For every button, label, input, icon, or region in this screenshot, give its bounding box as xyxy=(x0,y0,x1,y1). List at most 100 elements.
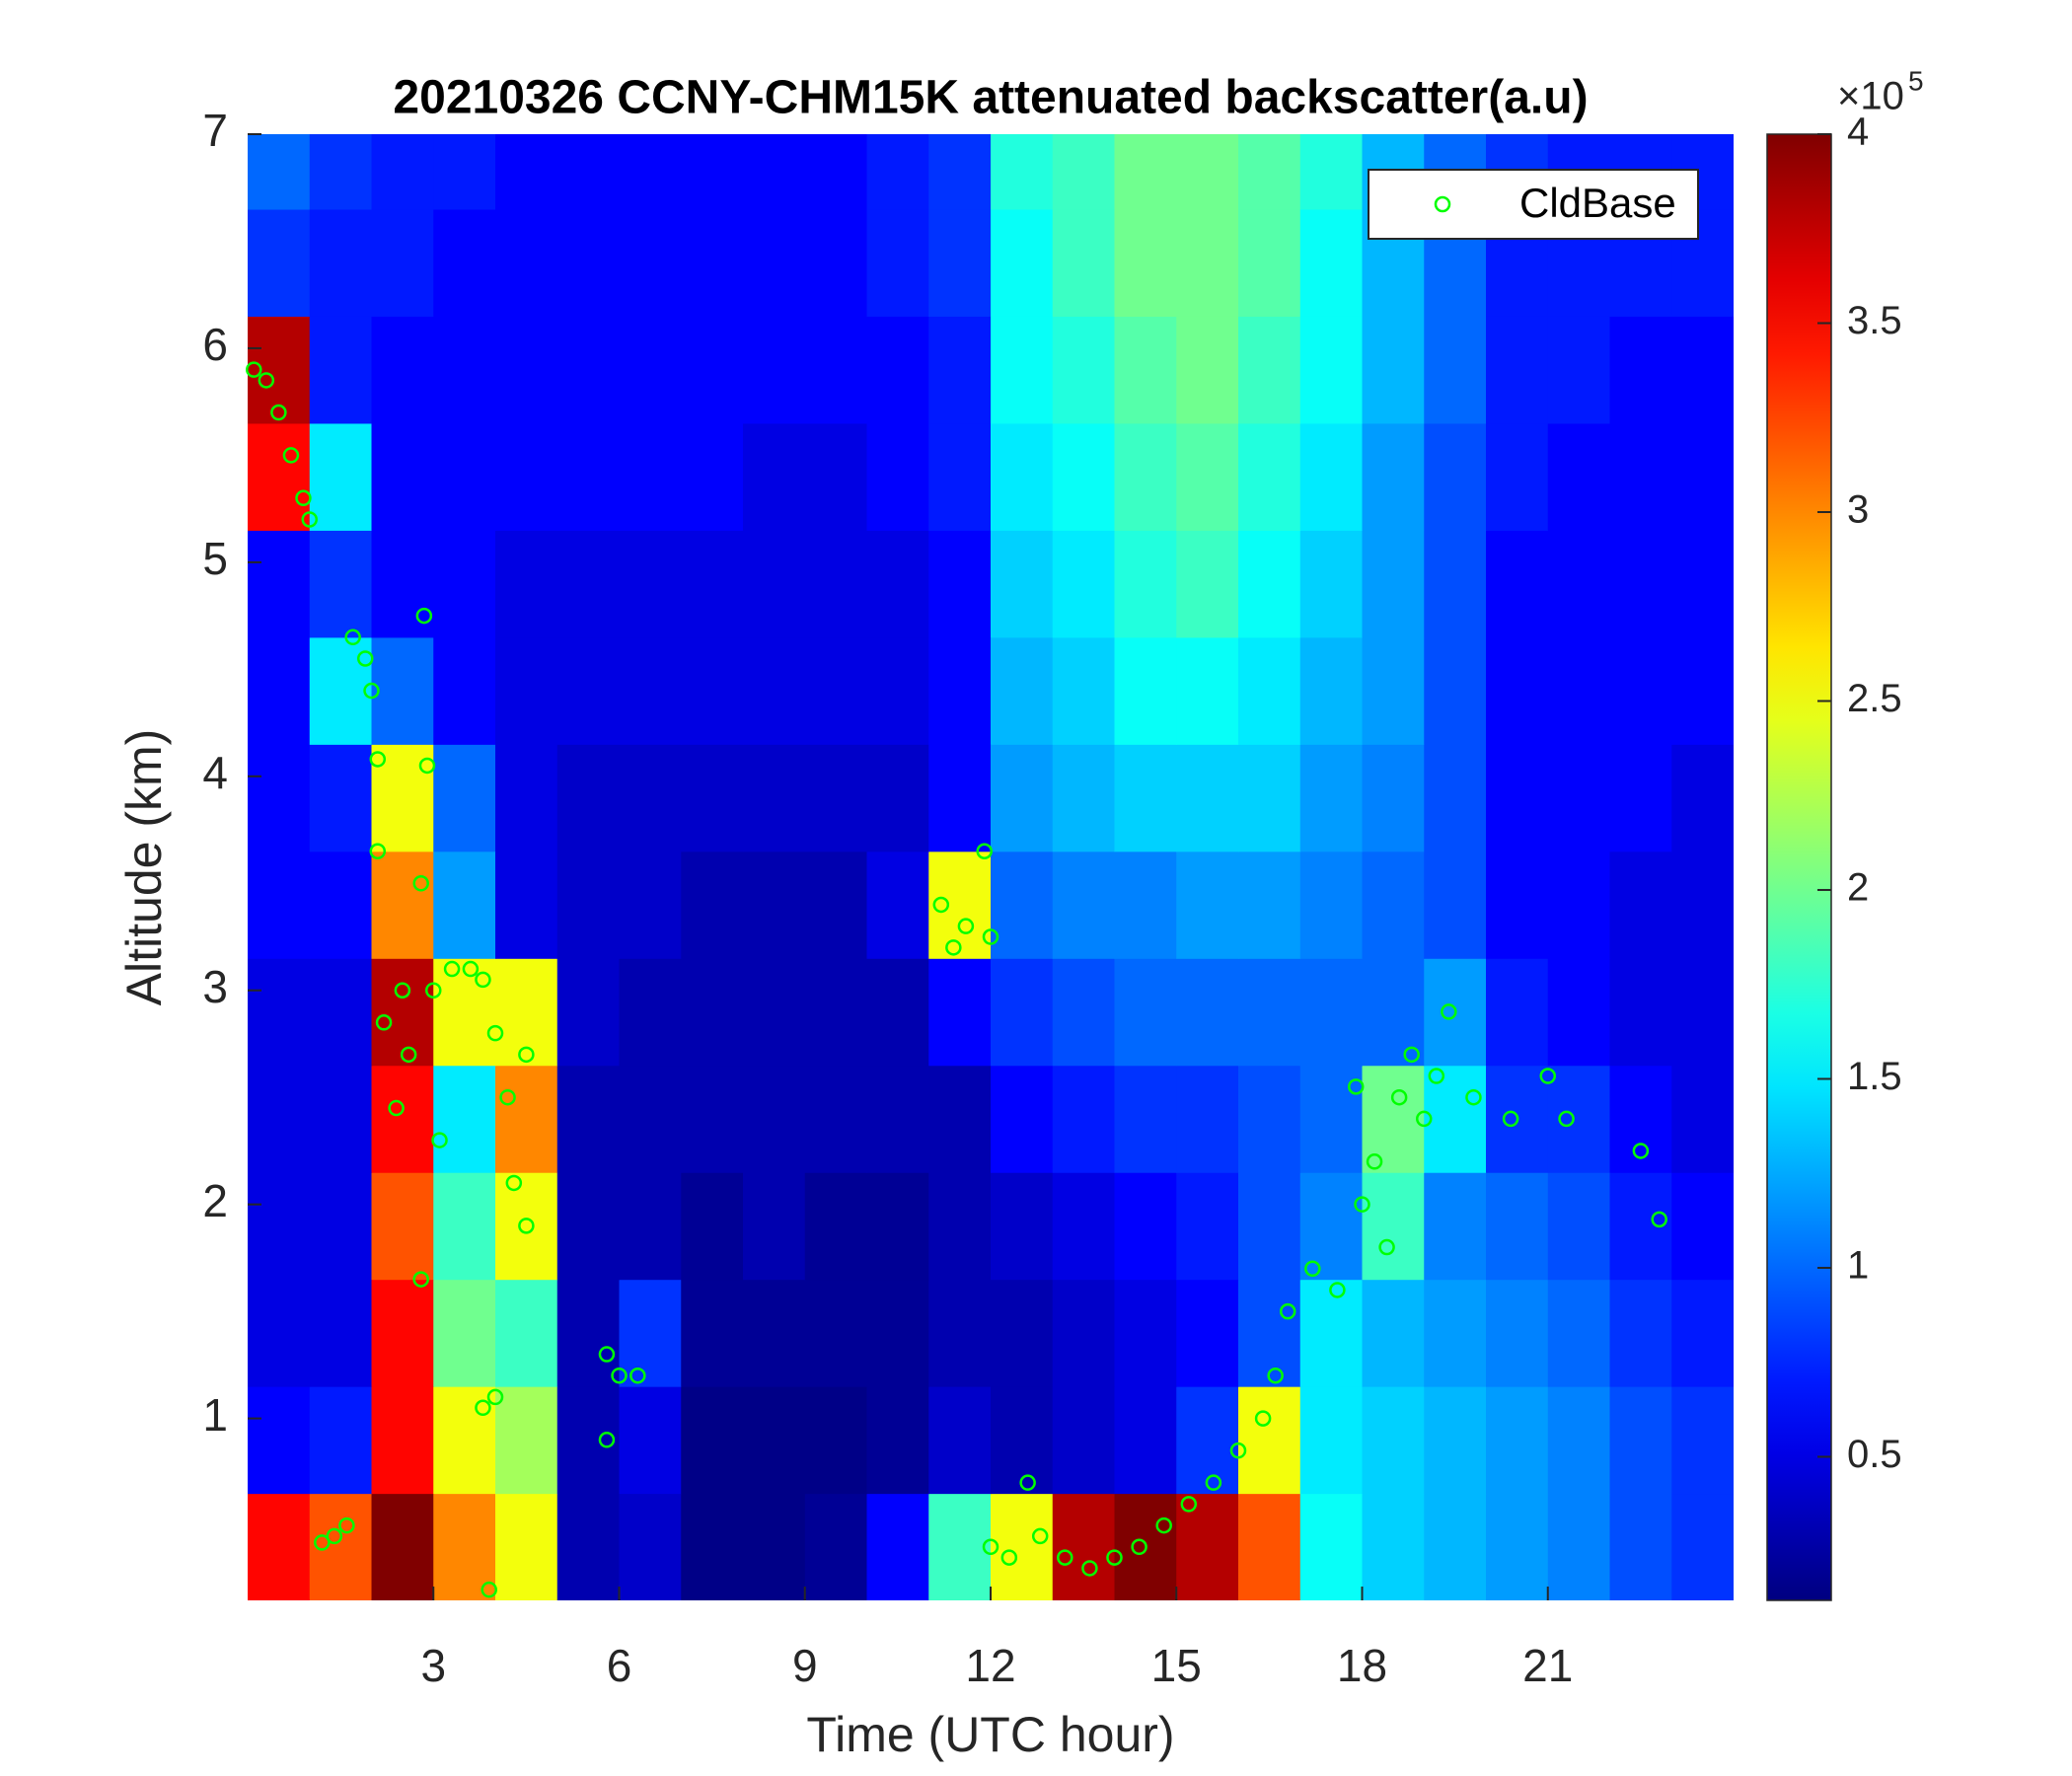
heatmap-cell xyxy=(556,1386,621,1495)
heatmap-cell xyxy=(743,134,806,210)
cloud-base-point xyxy=(1304,1260,1321,1278)
heatmap-cell xyxy=(1362,1172,1425,1281)
heatmap-cell xyxy=(681,134,744,210)
heatmap-cell xyxy=(1547,1279,1611,1387)
heatmap-cell xyxy=(1671,530,1734,638)
heatmap-cell xyxy=(1424,422,1487,531)
heatmap-cell xyxy=(804,134,868,210)
cloud-base-point xyxy=(957,918,975,934)
heatmap-cell xyxy=(1424,636,1487,745)
heatmap-cell xyxy=(371,134,434,210)
heatmap-cell xyxy=(619,1493,682,1600)
heatmap-cell xyxy=(928,958,992,1067)
heatmap-cell xyxy=(619,1279,682,1387)
y-tick-label: 6 xyxy=(202,319,228,370)
heatmap-cell xyxy=(1052,958,1116,1067)
heatmap-cell xyxy=(866,636,929,745)
heatmap-cell xyxy=(619,851,682,959)
heatmap-cell xyxy=(1238,851,1301,959)
heatmap-cell xyxy=(991,636,1054,745)
heatmap-cell xyxy=(928,422,992,531)
heatmap-cell xyxy=(309,134,373,210)
heatmap-cell xyxy=(619,1065,682,1173)
cloud-base-point xyxy=(1632,1143,1650,1159)
heatmap-cell xyxy=(371,744,434,852)
heatmap-cell xyxy=(928,1065,992,1173)
cloud-base-point xyxy=(499,1088,516,1106)
heatmap-cell xyxy=(495,1493,558,1600)
heatmap-cell xyxy=(495,636,558,745)
heatmap-cell xyxy=(1424,1493,1487,1600)
heatmap-cell xyxy=(619,134,682,210)
heatmap-cell xyxy=(1176,530,1239,638)
heatmap-cell xyxy=(991,958,1054,1067)
heatmap-cell xyxy=(804,958,868,1067)
heatmap-cell xyxy=(309,208,373,317)
heatmap-cell xyxy=(1424,1386,1487,1495)
heatmap-cell xyxy=(556,1065,621,1173)
heatmap-cell xyxy=(804,530,868,638)
y-tick-label: 2 xyxy=(202,1175,228,1226)
heatmap-cell xyxy=(866,1279,929,1387)
heatmap-cell xyxy=(1176,316,1239,424)
cloud-base-point xyxy=(1057,1549,1073,1566)
cloud-base-point xyxy=(486,1024,504,1042)
heatmap-cell xyxy=(991,851,1054,959)
heatmap-cell xyxy=(495,1279,558,1387)
heatmap-cell xyxy=(1052,1493,1116,1600)
heatmap-cell xyxy=(1609,636,1672,745)
heatmap-cell xyxy=(433,208,496,317)
heatmap-cell xyxy=(743,1172,806,1281)
heatmap-cell xyxy=(1052,530,1116,638)
heatmap-cell xyxy=(866,1386,929,1495)
heatmap-cell xyxy=(681,744,744,852)
heatmap-cell xyxy=(1362,636,1425,745)
heatmap-cell xyxy=(1299,744,1364,852)
heatmap-cell xyxy=(556,851,621,959)
cloud-base-point xyxy=(475,971,491,989)
heatmap-cell xyxy=(1176,744,1239,852)
heatmap-cell xyxy=(1176,1065,1239,1173)
heatmap-cell xyxy=(371,636,434,745)
heatmap-cell xyxy=(433,636,496,745)
cloud-base-point xyxy=(1441,1003,1457,1020)
heatmap-cell xyxy=(1671,1386,1734,1495)
heatmap-cell xyxy=(433,1279,496,1387)
heatmap-cell xyxy=(1238,1065,1301,1173)
heatmap-cell xyxy=(1362,1279,1425,1387)
heatmap-cell xyxy=(681,1065,744,1173)
heatmap-cell xyxy=(991,744,1054,852)
heatmap-cell xyxy=(1238,316,1301,424)
heatmap-cell xyxy=(1176,134,1239,210)
heatmap-cell xyxy=(1299,958,1364,1067)
heatmap-cell xyxy=(1114,1386,1177,1495)
heatmap-cell xyxy=(681,851,744,959)
heatmap-cell xyxy=(495,316,558,424)
legend-marker xyxy=(1434,195,1451,213)
cloud-base-point xyxy=(415,607,433,625)
colorbar xyxy=(1766,133,1832,1601)
heatmap-cell xyxy=(1362,1386,1425,1495)
heatmap-cell xyxy=(619,208,682,317)
x-tick-label: 21 xyxy=(1522,1640,1573,1691)
heatmap-cell xyxy=(619,744,682,852)
cloud-base-point xyxy=(375,1014,393,1031)
cloud-base-point xyxy=(1354,1196,1370,1213)
heatmap-cell xyxy=(991,134,1054,210)
cloud-base-point xyxy=(301,511,318,528)
heatmap-cell xyxy=(1671,1279,1734,1387)
heatmap-cell xyxy=(433,744,496,852)
heatmap-cell xyxy=(804,422,868,531)
heatmap-cell xyxy=(1114,1279,1177,1387)
cloud-base-point xyxy=(295,489,312,507)
heatmap-cell xyxy=(1547,316,1611,424)
heatmap-cell xyxy=(1114,1172,1177,1281)
heatmap-cell xyxy=(1671,422,1734,531)
cloud-base-point xyxy=(982,928,999,945)
heatmap-cell xyxy=(681,1386,744,1495)
heatmap-cell xyxy=(1299,1065,1364,1173)
heatmap-cell xyxy=(371,1386,434,1495)
heatmap-cell xyxy=(928,1386,992,1495)
heatmap-cell xyxy=(1671,851,1734,959)
cloud-base-point xyxy=(246,361,262,378)
